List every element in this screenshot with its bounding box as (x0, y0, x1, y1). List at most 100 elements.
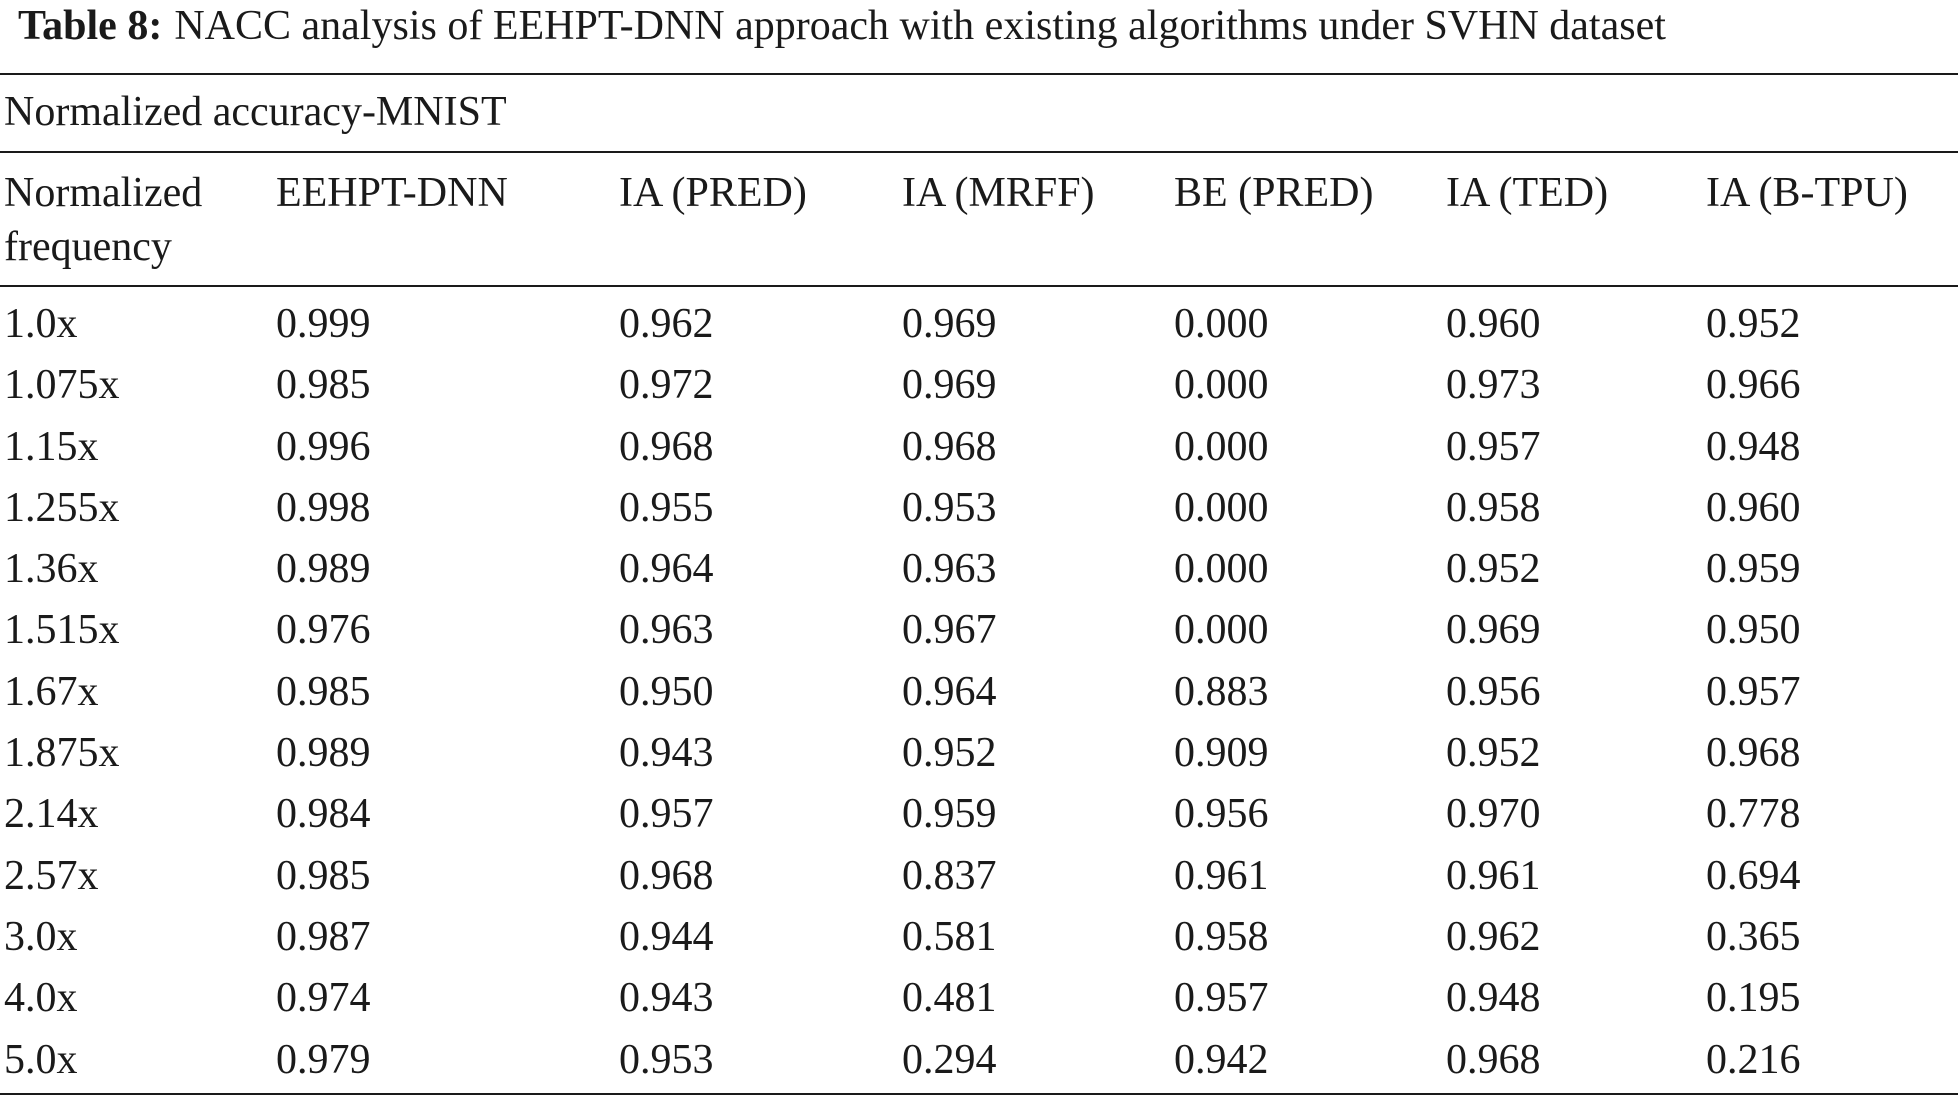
be-pred-cell: 0.942 (1174, 1036, 1269, 1083)
ia-ted-cell: 0.969 (1446, 607, 1541, 654)
eehpt-dnn-cell: 0.985 (276, 362, 371, 409)
table-row: 1.875x 0.989 0.943 0.952 0.909 0.952 0.968 (0, 723, 1958, 784)
ia-b-tpu-cell: 0.959 (1706, 546, 1801, 593)
ia-b-tpu-cell: 0.216 (1706, 1036, 1801, 1083)
table-row: 1.36x 0.989 0.964 0.963 0.000 0.952 0.959 (0, 539, 1958, 600)
ia-mrff-cell: 0.481 (902, 975, 997, 1022)
ia-mrff-cell: 0.963 (902, 546, 997, 593)
table-row: 3.0x 0.987 0.944 0.581 0.958 0.962 0.365 (0, 907, 1958, 968)
frequency-cell: 1.875x (4, 730, 120, 777)
ia-pred-cell: 0.962 (619, 301, 714, 347)
ia-b-tpu-cell: 0.365 (1706, 913, 1801, 960)
table-row: 1.0x 0.999 0.962 0.969 0.000 0.960 0.952 (0, 294, 1958, 355)
ia-b-tpu-cell: 0.195 (1706, 975, 1801, 1022)
column-header-ia-mrff: IA (MRFF) (902, 170, 1095, 216)
table-row: 1.075x 0.985 0.972 0.969 0.000 0.973 0.966 (0, 355, 1958, 416)
ia-pred-cell: 0.950 (619, 668, 714, 715)
section-rule (0, 151, 1958, 153)
ia-ted-cell: 0.968 (1446, 1036, 1541, 1083)
ia-mrff-cell: 0.294 (902, 1036, 997, 1083)
be-pred-cell: 0.957 (1174, 975, 1269, 1022)
column-header-normalized-frequency: Normalized frequency (4, 166, 202, 274)
ia-pred-cell: 0.943 (619, 975, 714, 1022)
ia-b-tpu-cell: 0.948 (1706, 423, 1801, 470)
eehpt-dnn-cell: 0.979 (276, 1036, 371, 1083)
ia-mrff-cell: 0.952 (902, 730, 997, 777)
frequency-cell: 1.0x (4, 301, 78, 347)
ia-pred-cell: 0.968 (619, 852, 714, 899)
table-caption: Table 8: NACC analysis of EEHPT-DNN appro… (18, 0, 1948, 52)
ia-mrff-cell: 0.968 (902, 423, 997, 470)
table-row: 1.67x 0.985 0.950 0.964 0.883 0.956 0.957 (0, 662, 1958, 723)
frequency-cell: 1.67x (4, 668, 99, 715)
ia-b-tpu-cell: 0.957 (1706, 668, 1801, 715)
frequency-cell: 5.0x (4, 1036, 78, 1083)
frequency-cell: 2.57x (4, 852, 99, 899)
be-pred-cell: 0.909 (1174, 730, 1269, 777)
be-pred-cell: 0.000 (1174, 301, 1269, 347)
column-header-ia-pred: IA (PRED) (619, 170, 807, 216)
be-pred-cell: 0.883 (1174, 668, 1269, 715)
ia-ted-cell: 0.958 (1446, 484, 1541, 531)
ia-b-tpu-cell: 0.952 (1706, 301, 1801, 347)
ia-pred-cell: 0.972 (619, 362, 714, 409)
bottom-rule (0, 1093, 1958, 1095)
eehpt-dnn-cell: 0.996 (276, 423, 371, 470)
be-pred-cell: 0.000 (1174, 484, 1269, 531)
frequency-cell: 1.15x (4, 423, 99, 470)
eehpt-dnn-cell: 0.999 (276, 301, 371, 347)
be-pred-cell: 0.956 (1174, 791, 1269, 838)
ia-mrff-cell: 0.959 (902, 791, 997, 838)
ia-pred-cell: 0.968 (619, 423, 714, 470)
ia-ted-cell: 0.952 (1446, 546, 1541, 593)
column-header-be-pred: BE (PRED) (1174, 170, 1374, 216)
ia-ted-cell: 0.970 (1446, 791, 1541, 838)
be-pred-cell: 0.000 (1174, 546, 1269, 593)
ia-mrff-cell: 0.964 (902, 668, 997, 715)
ia-b-tpu-cell: 0.950 (1706, 607, 1801, 654)
eehpt-dnn-cell: 0.989 (276, 546, 371, 593)
ia-pred-cell: 0.944 (619, 913, 714, 960)
table-row: 2.14x 0.984 0.957 0.959 0.956 0.970 0.778 (0, 784, 1958, 845)
eehpt-dnn-cell: 0.985 (276, 852, 371, 899)
table-row: 1.515x 0.976 0.963 0.967 0.000 0.969 0.950 (0, 600, 1958, 661)
ia-mrff-cell: 0.581 (902, 913, 997, 960)
table-row: 1.255x 0.998 0.955 0.953 0.000 0.958 0.960 (0, 478, 1958, 539)
column-header-eehpt-dnn: EEHPT-DNN (276, 170, 508, 216)
header-rule (0, 285, 1958, 287)
ia-pred-cell: 0.943 (619, 730, 714, 777)
eehpt-dnn-cell: 0.998 (276, 484, 371, 531)
ia-mrff-cell: 0.967 (902, 607, 997, 654)
eehpt-dnn-cell: 0.976 (276, 607, 371, 654)
ia-pred-cell: 0.964 (619, 546, 714, 593)
ia-b-tpu-cell: 0.778 (1706, 791, 1801, 838)
eehpt-dnn-cell: 0.984 (276, 791, 371, 838)
ia-pred-cell: 0.955 (619, 484, 714, 531)
ia-ted-cell: 0.960 (1446, 301, 1541, 347)
section-title: Normalized accuracy-MNIST (4, 89, 507, 135)
ia-ted-cell: 0.961 (1446, 852, 1541, 899)
ia-pred-cell: 0.953 (619, 1036, 714, 1083)
ia-b-tpu-cell: 0.966 (1706, 362, 1801, 409)
table-body: 1.0x 0.999 0.962 0.969 0.000 0.960 0.952 1.075x… (0, 294, 1958, 1091)
ia-pred-cell: 0.963 (619, 607, 714, 654)
column-header-line: frequency (4, 224, 172, 270)
ia-ted-cell: 0.956 (1446, 668, 1541, 715)
ia-ted-cell: 0.973 (1446, 362, 1541, 409)
ia-b-tpu-cell: 0.694 (1706, 852, 1801, 899)
table-caption-label: Table 8: (18, 3, 163, 49)
frequency-cell: 2.14x (4, 791, 99, 838)
table-row: 2.57x 0.985 0.968 0.837 0.961 0.961 0.694 (0, 846, 1958, 907)
table-row: 4.0x 0.974 0.943 0.481 0.957 0.948 0.195 (0, 968, 1958, 1029)
frequency-cell: 1.075x (4, 362, 120, 409)
be-pred-cell: 0.958 (1174, 913, 1269, 960)
ia-pred-cell: 0.957 (619, 791, 714, 838)
table-caption-text: NACC analysis of EEHPT-DNN approach with… (174, 3, 1666, 49)
be-pred-cell: 0.000 (1174, 607, 1269, 654)
frequency-cell: 1.36x (4, 546, 99, 593)
ia-b-tpu-cell: 0.968 (1706, 730, 1801, 777)
ia-ted-cell: 0.962 (1446, 913, 1541, 960)
ia-ted-cell: 0.948 (1446, 975, 1541, 1022)
ia-mrff-cell: 0.953 (902, 484, 997, 531)
frequency-cell: 3.0x (4, 913, 78, 960)
